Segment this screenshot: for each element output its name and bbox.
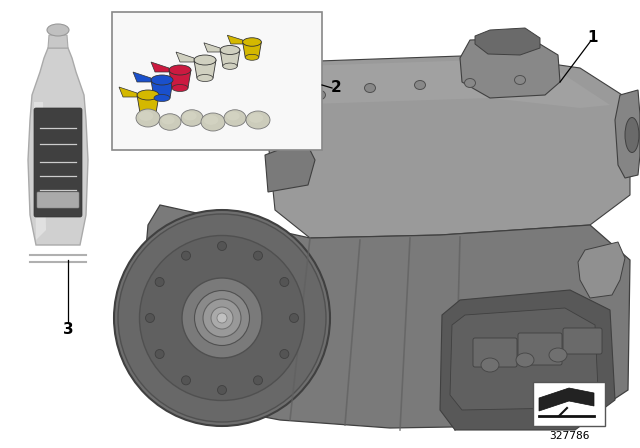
Ellipse shape	[169, 65, 191, 75]
Ellipse shape	[145, 314, 154, 323]
Ellipse shape	[249, 113, 263, 123]
Ellipse shape	[182, 251, 191, 260]
Ellipse shape	[155, 349, 164, 358]
Polygon shape	[48, 35, 68, 48]
Polygon shape	[34, 102, 46, 240]
Polygon shape	[265, 140, 315, 192]
Ellipse shape	[515, 76, 525, 85]
Polygon shape	[450, 308, 598, 410]
Polygon shape	[243, 42, 261, 57]
Ellipse shape	[218, 385, 227, 395]
Polygon shape	[268, 55, 630, 238]
Ellipse shape	[155, 277, 164, 287]
Polygon shape	[28, 48, 88, 245]
Polygon shape	[145, 205, 630, 428]
Ellipse shape	[217, 313, 227, 323]
Ellipse shape	[280, 349, 289, 358]
Ellipse shape	[227, 112, 239, 121]
Ellipse shape	[211, 307, 233, 329]
Ellipse shape	[140, 236, 305, 401]
Ellipse shape	[224, 110, 246, 126]
FancyBboxPatch shape	[37, 192, 79, 208]
Ellipse shape	[625, 117, 639, 152]
FancyBboxPatch shape	[473, 338, 517, 367]
Ellipse shape	[114, 210, 330, 426]
Ellipse shape	[549, 348, 567, 362]
Ellipse shape	[203, 299, 241, 337]
Ellipse shape	[246, 111, 270, 129]
Ellipse shape	[243, 38, 261, 46]
Ellipse shape	[516, 353, 534, 367]
Ellipse shape	[253, 376, 262, 385]
FancyBboxPatch shape	[518, 333, 562, 365]
Ellipse shape	[172, 85, 188, 91]
Ellipse shape	[204, 115, 218, 125]
Ellipse shape	[140, 109, 156, 116]
Text: 327786: 327786	[548, 431, 589, 441]
Text: 3: 3	[63, 323, 74, 337]
Ellipse shape	[195, 290, 250, 345]
Polygon shape	[280, 60, 610, 108]
FancyBboxPatch shape	[112, 12, 322, 150]
Ellipse shape	[154, 95, 170, 102]
Ellipse shape	[137, 90, 159, 100]
Polygon shape	[440, 290, 615, 430]
Ellipse shape	[161, 116, 175, 125]
Ellipse shape	[481, 358, 499, 372]
Ellipse shape	[415, 81, 426, 90]
Polygon shape	[133, 72, 151, 82]
Ellipse shape	[365, 83, 376, 92]
Polygon shape	[137, 95, 159, 113]
Polygon shape	[169, 70, 191, 88]
Ellipse shape	[47, 24, 69, 36]
Polygon shape	[204, 43, 220, 52]
Ellipse shape	[184, 112, 196, 121]
Ellipse shape	[182, 278, 262, 358]
FancyBboxPatch shape	[563, 328, 602, 354]
Ellipse shape	[136, 109, 160, 127]
Ellipse shape	[181, 110, 203, 126]
Polygon shape	[151, 62, 169, 72]
Polygon shape	[119, 87, 137, 97]
Ellipse shape	[245, 54, 259, 60]
Ellipse shape	[182, 376, 191, 385]
Ellipse shape	[220, 46, 240, 55]
Ellipse shape	[139, 111, 153, 121]
Ellipse shape	[194, 55, 216, 65]
Ellipse shape	[253, 251, 262, 260]
Polygon shape	[151, 80, 173, 98]
Polygon shape	[227, 35, 243, 44]
Ellipse shape	[280, 277, 289, 287]
Ellipse shape	[218, 241, 227, 250]
Polygon shape	[220, 50, 240, 66]
Polygon shape	[539, 388, 594, 411]
Bar	[533, 382, 605, 426]
Ellipse shape	[223, 63, 237, 69]
Text: 1: 1	[588, 30, 598, 46]
FancyBboxPatch shape	[34, 108, 82, 217]
Ellipse shape	[201, 113, 225, 131]
Ellipse shape	[118, 214, 326, 422]
Ellipse shape	[465, 78, 476, 87]
Polygon shape	[578, 242, 625, 298]
Ellipse shape	[289, 314, 298, 323]
Ellipse shape	[197, 74, 213, 82]
Ellipse shape	[151, 75, 173, 85]
Polygon shape	[176, 52, 194, 62]
Polygon shape	[460, 38, 560, 98]
Ellipse shape	[159, 114, 181, 130]
Polygon shape	[194, 60, 216, 78]
Text: 2: 2	[331, 81, 341, 95]
Polygon shape	[615, 90, 640, 178]
Polygon shape	[475, 28, 540, 55]
Ellipse shape	[314, 90, 326, 99]
